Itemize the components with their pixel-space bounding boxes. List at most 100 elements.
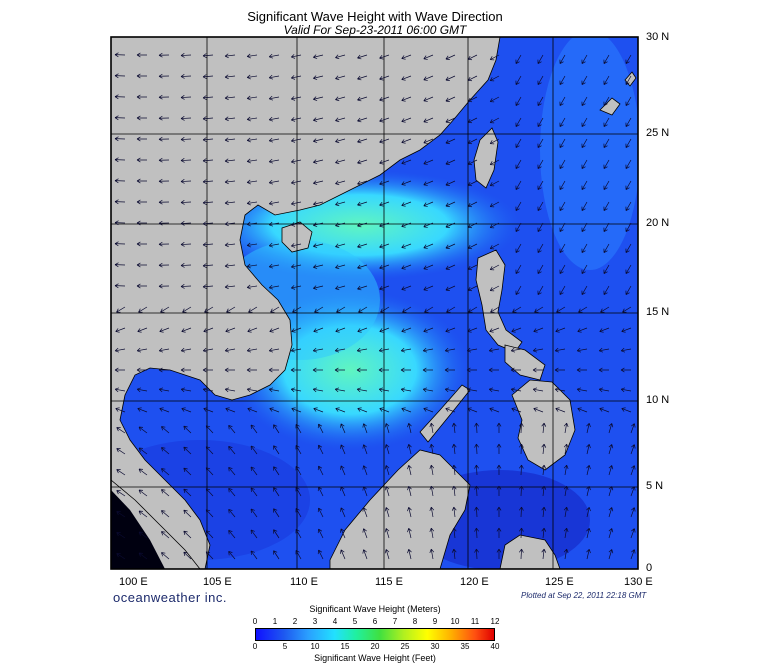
wave-arrow	[202, 367, 213, 373]
wave-arrow	[554, 347, 566, 353]
wave-arrow	[625, 75, 632, 85]
wave-arrow	[290, 159, 302, 164]
wave-arrow	[225, 407, 236, 413]
wave-arrow	[246, 367, 257, 373]
wave-arrow	[290, 264, 302, 269]
wave-arrow	[228, 466, 236, 476]
wave-arrow	[357, 75, 368, 81]
wave-arrow	[290, 180, 302, 185]
meters-tick: 2	[292, 617, 298, 626]
wave-arrow	[204, 306, 214, 313]
wave-arrow	[621, 327, 632, 333]
wave-arrow	[138, 426, 148, 434]
wave-arrow	[183, 488, 192, 497]
wave-arrow	[228, 487, 236, 497]
wave-arrow	[224, 95, 236, 101]
lon-label-100e: 100 E	[119, 576, 148, 588]
wave-arrow	[114, 367, 125, 373]
wave-arrow	[445, 96, 456, 102]
wave-arrow	[563, 464, 569, 476]
luzon-island	[475, 249, 523, 353]
wave-arrow	[357, 285, 368, 291]
wave-arrow	[379, 264, 390, 270]
wave-arrow	[246, 53, 258, 59]
wave-arrow	[181, 327, 192, 333]
wave-arrow	[474, 464, 479, 476]
map-frame	[110, 36, 639, 570]
wave-arrow	[340, 423, 346, 434]
wave-arrow	[608, 528, 614, 539]
wave-arrow	[445, 201, 456, 207]
wave-arrow	[603, 243, 610, 253]
wave-arrow	[576, 367, 587, 373]
wave-arrow	[603, 201, 610, 211]
wave-arrow	[379, 243, 390, 249]
wave-arrow	[158, 94, 170, 100]
wave-arrow	[608, 444, 614, 455]
wave-arrow	[268, 367, 279, 373]
wave-arrow	[407, 465, 412, 476]
wave-arrow	[489, 243, 500, 250]
wave-arrow	[270, 306, 280, 313]
wave-arrow	[515, 285, 522, 295]
wave-arrow	[422, 347, 434, 353]
wave-arrow	[116, 553, 126, 560]
wave-arrow	[603, 222, 610, 232]
wave-arrow	[340, 528, 346, 539]
wave-arrow	[116, 532, 126, 539]
wave-arrow	[554, 387, 566, 393]
wave-arrow	[161, 531, 170, 539]
meters-tick: 10	[450, 617, 460, 626]
wave-arrow	[537, 159, 544, 169]
wave-arrow	[357, 180, 368, 186]
wave-arrow	[599, 407, 610, 413]
wave-arrow	[114, 52, 126, 58]
wave-arrow	[313, 285, 324, 290]
wave-arrow	[559, 75, 566, 85]
wave-arrow	[603, 264, 610, 274]
wave-arrow	[625, 138, 632, 148]
wave-arrow	[577, 327, 588, 333]
wave-arrow	[228, 529, 236, 539]
wave-arrow	[630, 486, 636, 497]
wave-arrow	[250, 424, 258, 434]
wave-arrow	[581, 222, 588, 232]
wave-arrow	[161, 489, 170, 497]
wave-arrow	[247, 407, 258, 413]
wave-arrow	[489, 407, 500, 413]
wave-arrow	[581, 201, 588, 211]
wave-arrow	[599, 327, 610, 333]
wave-arrow	[159, 407, 170, 413]
wave-arrow	[559, 243, 566, 253]
wave-arrow	[379, 327, 390, 333]
wave-arrow	[114, 199, 126, 205]
wave-arrow	[246, 200, 258, 206]
wave-arrow	[489, 285, 500, 292]
wave-arrow	[559, 96, 566, 106]
wave-arrow	[362, 507, 368, 518]
wave-arrow	[559, 180, 566, 190]
wave-arrow	[158, 241, 170, 247]
wave-arrow	[423, 117, 434, 123]
wave-arrow	[559, 264, 566, 274]
wave-arrow	[205, 425, 214, 434]
wave-arrow	[489, 138, 500, 145]
colorbar-feet-title: Significant Wave Height (Feet)	[314, 653, 436, 663]
meters-tick: 12	[490, 617, 500, 626]
wave-arrow	[379, 54, 390, 60]
wave-arrow	[335, 159, 346, 165]
wave-arrow	[161, 510, 170, 518]
wave-arrow	[423, 201, 434, 207]
wave-arrow	[515, 201, 522, 211]
wave-arrow	[401, 201, 412, 207]
wave-arrow	[136, 73, 148, 79]
wave-arrow	[519, 527, 524, 539]
wave-arrow	[158, 262, 170, 268]
wave-arrow	[378, 387, 390, 393]
wave-arrow	[205, 530, 214, 539]
wave-arrow	[246, 221, 258, 227]
wave-arrow	[356, 347, 368, 353]
wave-arrow	[246, 242, 258, 248]
wave-arrow	[586, 444, 591, 455]
wave-arrow	[268, 284, 280, 290]
